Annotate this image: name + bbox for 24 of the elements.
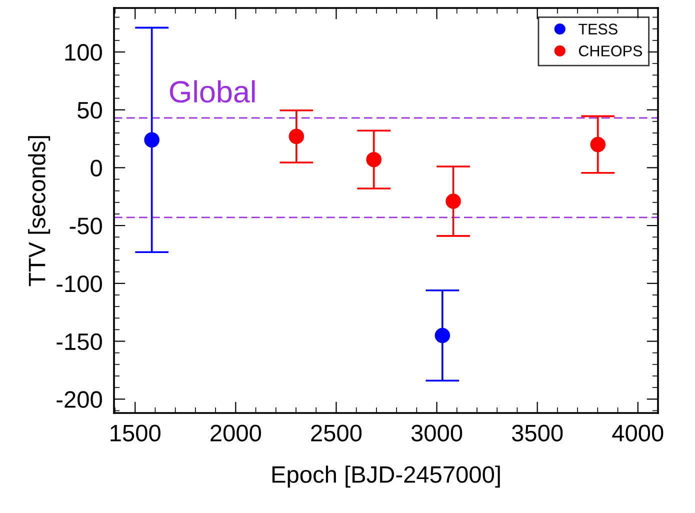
y-tick-label: -150 bbox=[56, 333, 102, 350]
x-tick-label: 1500 bbox=[110, 424, 160, 442]
point bbox=[446, 194, 461, 209]
x-axis-title: Epoch [BJD-2457000] bbox=[272, 466, 500, 488]
y-tick-label: -50 bbox=[70, 218, 102, 234]
point bbox=[434, 328, 450, 344]
x-tick-label: 2500 bbox=[311, 424, 362, 442]
x-tick-label: 2000 bbox=[210, 424, 262, 442]
legend-label: TESS bbox=[578, 24, 618, 34]
y-tick-label: 100 bbox=[65, 44, 102, 61]
y-tick-label: 0 bbox=[90, 160, 102, 176]
x-tick-label: 4000 bbox=[612, 424, 664, 442]
point bbox=[144, 132, 160, 148]
x-tick-label: 3000 bbox=[411, 424, 462, 442]
y-tick-label: -200 bbox=[56, 391, 102, 408]
point bbox=[366, 152, 382, 168]
y-tick-label: 50 bbox=[78, 102, 102, 119]
y-axis-title: TTV [seconds] bbox=[28, 136, 50, 286]
point bbox=[288, 128, 304, 144]
legend-label: CHEOPS bbox=[578, 46, 642, 56]
point bbox=[590, 136, 606, 152]
x-tick-label: 3500 bbox=[512, 424, 563, 442]
y-tick-label: -100 bbox=[56, 275, 102, 292]
ref-line-label: Global bbox=[170, 80, 255, 103]
